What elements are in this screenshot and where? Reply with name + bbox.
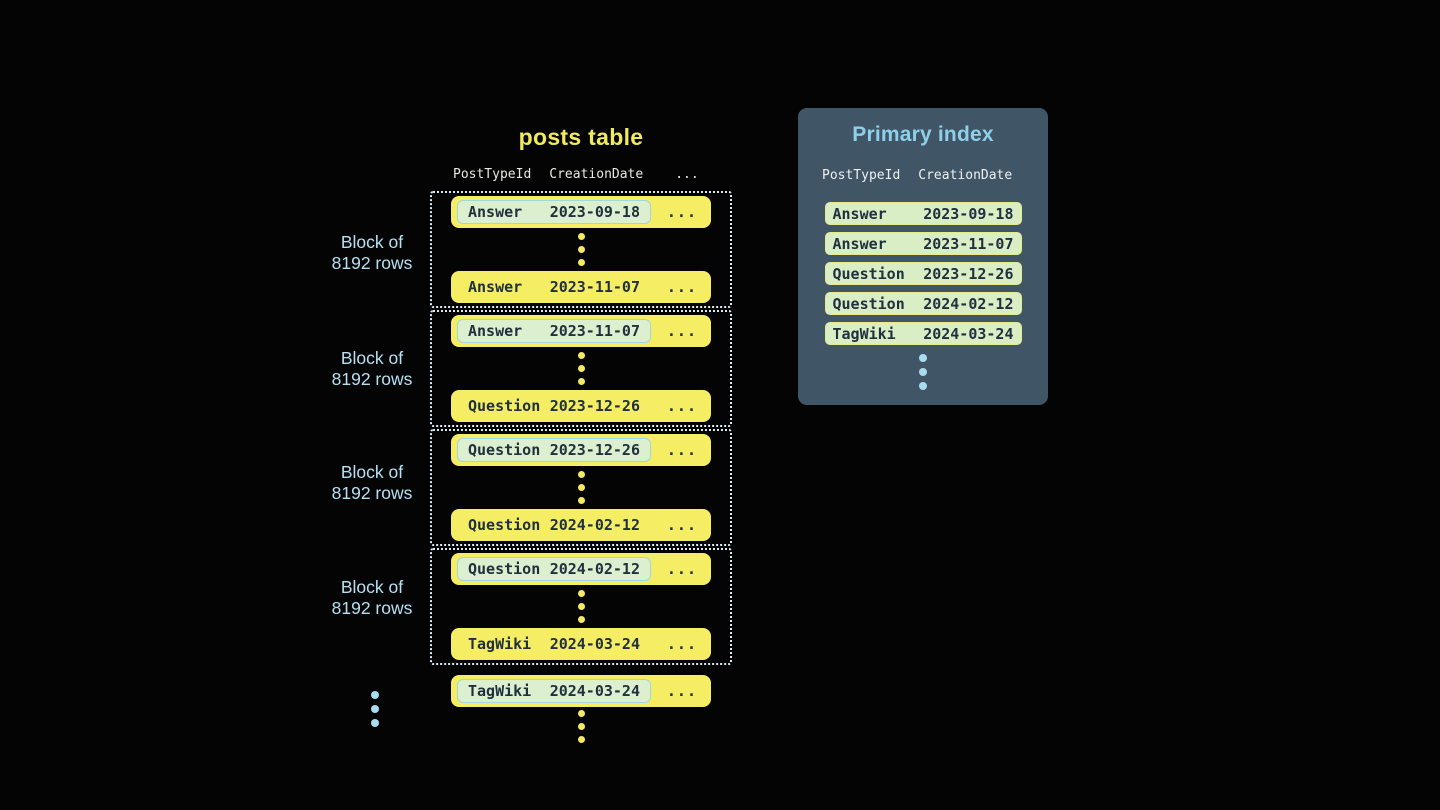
vertical-ellipsis-dots <box>451 710 711 743</box>
row-key-values: Question 2023-12-26 <box>457 394 651 418</box>
posttypeid-value: Question <box>468 560 541 578</box>
posttypeid-value: TagWiki <box>468 635 532 653</box>
block-size-label-line2: 8192 rows <box>331 598 413 618</box>
index-entry: Answer 2023-11-07 <box>824 232 1022 255</box>
posttypeid-value: Answer <box>468 278 523 296</box>
row-more-columns-ellipsis: ... <box>666 322 697 340</box>
table-row: Question 2023-12-26 ... <box>451 434 711 466</box>
table-row: Answer 2023-09-18 ... <box>451 196 711 228</box>
index-entry: Question 2024-02-12 <box>824 292 1022 315</box>
row-more-columns-ellipsis: ... <box>666 516 697 534</box>
block-size-label-line1: Block of <box>340 232 404 252</box>
more-blocks-ellipsis-dots <box>371 691 379 727</box>
index-entry: TagWiki 2024-03-24 <box>824 322 1022 345</box>
column-header-more: ... <box>675 167 699 182</box>
column-header-posttypeid: PostTypeId <box>822 168 901 183</box>
posttypeid-value: Answer <box>468 322 523 340</box>
vertical-ellipsis-dots <box>451 471 711 504</box>
index-entry: Answer 2023-09-18 <box>824 202 1022 225</box>
row-key-values: Answer 2023-11-07 <box>457 275 651 299</box>
table-row: Answer 2023-11-07 ... <box>451 315 711 347</box>
block-size-label-line1: Block of <box>340 577 404 597</box>
primary-index-panel: Primary index PostTypeId CreationDate An… <box>798 108 1048 405</box>
posttypeid-value: Question <box>468 516 541 534</box>
row-more-columns-ellipsis: ... <box>666 560 697 578</box>
row-more-columns-ellipsis: ... <box>666 278 697 296</box>
vertical-ellipsis-dots <box>451 233 711 266</box>
posttypeid-value: Question <box>468 397 541 415</box>
primary-index-column-headers: PostTypeId CreationDate <box>798 168 1048 183</box>
row-more-columns-ellipsis: ... <box>666 397 697 415</box>
row-key-values: Question 2024-02-12 <box>457 513 651 537</box>
indexed-key-highlight: Answer 2023-11-07 <box>457 319 651 343</box>
block-size-label: Block of 8192 rows <box>316 462 428 504</box>
posts-block-2: Answer 2023-11-07 ... Question 2023-12-2… <box>430 310 732 427</box>
posts-block-3: Question 2023-12-26 ... Question 2024-02… <box>430 429 732 546</box>
creationdate-value: 2024-02-12 <box>923 294 1014 313</box>
creationdate-value: 2024-02-12 <box>549 516 640 534</box>
row-more-columns-ellipsis: ... <box>666 682 697 700</box>
creationdate-value: 2023-09-18 <box>923 204 1014 223</box>
posttypeid-value: Question <box>832 294 905 313</box>
table-row: Question 2023-12-26 ... <box>451 390 711 422</box>
indexed-key-highlight: Answer 2023-09-18 <box>457 200 651 224</box>
block-size-label: Block of 8192 rows <box>316 577 428 619</box>
index-entry: Question 2023-12-26 <box>824 262 1022 285</box>
row-more-columns-ellipsis: ... <box>666 441 697 459</box>
posts-block-4: Question 2024-02-12 ... TagWiki 2024-03-… <box>430 548 732 665</box>
row-more-columns-ellipsis: ... <box>666 635 697 653</box>
column-header-posttypeid: PostTypeId <box>453 167 532 182</box>
table-row: TagWiki 2024-03-24 ... <box>451 675 711 707</box>
table-row: Question 2024-02-12 ... <box>451 553 711 585</box>
posts-table-column-headers: PostTypeId CreationDate ... <box>430 167 732 182</box>
creationdate-value: 2023-11-07 <box>549 278 640 296</box>
block-size-label: Block of 8192 rows <box>316 232 428 274</box>
posttypeid-value: Answer <box>832 234 887 253</box>
column-header-creationdate: CreationDate <box>549 167 644 182</box>
block-size-label-line2: 8192 rows <box>331 369 413 389</box>
primary-index-title: Primary index <box>852 123 994 146</box>
creationdate-value: 2023-12-26 <box>549 441 640 459</box>
indexed-key-highlight: TagWiki 2024-03-24 <box>457 679 651 703</box>
vertical-ellipsis-dots <box>451 590 711 623</box>
creationdate-value: 2024-03-24 <box>549 682 640 700</box>
posttypeid-value: TagWiki <box>832 324 896 343</box>
block-size-label-line2: 8192 rows <box>331 253 413 273</box>
vertical-ellipsis-dots <box>451 352 711 385</box>
indexed-key-highlight: Question 2024-02-12 <box>457 557 651 581</box>
creationdate-value: 2024-03-24 <box>549 635 640 653</box>
block-size-label-line1: Block of <box>340 348 404 368</box>
row-key-values: TagWiki 2024-03-24 <box>457 632 651 656</box>
posttypeid-value: Answer <box>468 203 523 221</box>
block-size-label-line1: Block of <box>340 462 404 482</box>
posttypeid-value: Question <box>468 441 541 459</box>
posts-table: posts table PostTypeId CreationDate ... … <box>430 118 732 748</box>
posttypeid-value: Answer <box>832 204 887 223</box>
table-row: Question 2024-02-12 ... <box>451 509 711 541</box>
indexed-key-highlight: Question 2023-12-26 <box>457 438 651 462</box>
primary-index-rows: Answer 2023-09-18 Answer 2023-11-07 Ques… <box>798 202 1048 345</box>
posttypeid-value: Question <box>832 264 905 283</box>
table-row: TagWiki 2024-03-24 ... <box>451 628 711 660</box>
creationdate-value: 2024-02-12 <box>549 560 640 578</box>
posts-table-title: posts table <box>518 124 644 150</box>
more-entries-ellipsis-dots <box>798 354 1048 390</box>
posttypeid-value: TagWiki <box>468 682 532 700</box>
creationdate-value: 2024-03-24 <box>923 324 1014 343</box>
row-more-columns-ellipsis: ... <box>666 203 697 221</box>
block-size-label-line2: 8192 rows <box>331 483 413 503</box>
creationdate-value: 2023-11-07 <box>923 234 1014 253</box>
column-header-creationdate: CreationDate <box>918 168 1013 183</box>
block-size-label: Block of 8192 rows <box>316 348 428 390</box>
table-row: Answer 2023-11-07 ... <box>451 271 711 303</box>
creationdate-value: 2023-09-18 <box>549 203 640 221</box>
creationdate-value: 2023-11-07 <box>549 322 640 340</box>
creationdate-value: 2023-12-26 <box>549 397 640 415</box>
posts-block-1: Answer 2023-09-18 ... Answer 2023-11-07 … <box>430 191 732 308</box>
creationdate-value: 2023-12-26 <box>923 264 1014 283</box>
